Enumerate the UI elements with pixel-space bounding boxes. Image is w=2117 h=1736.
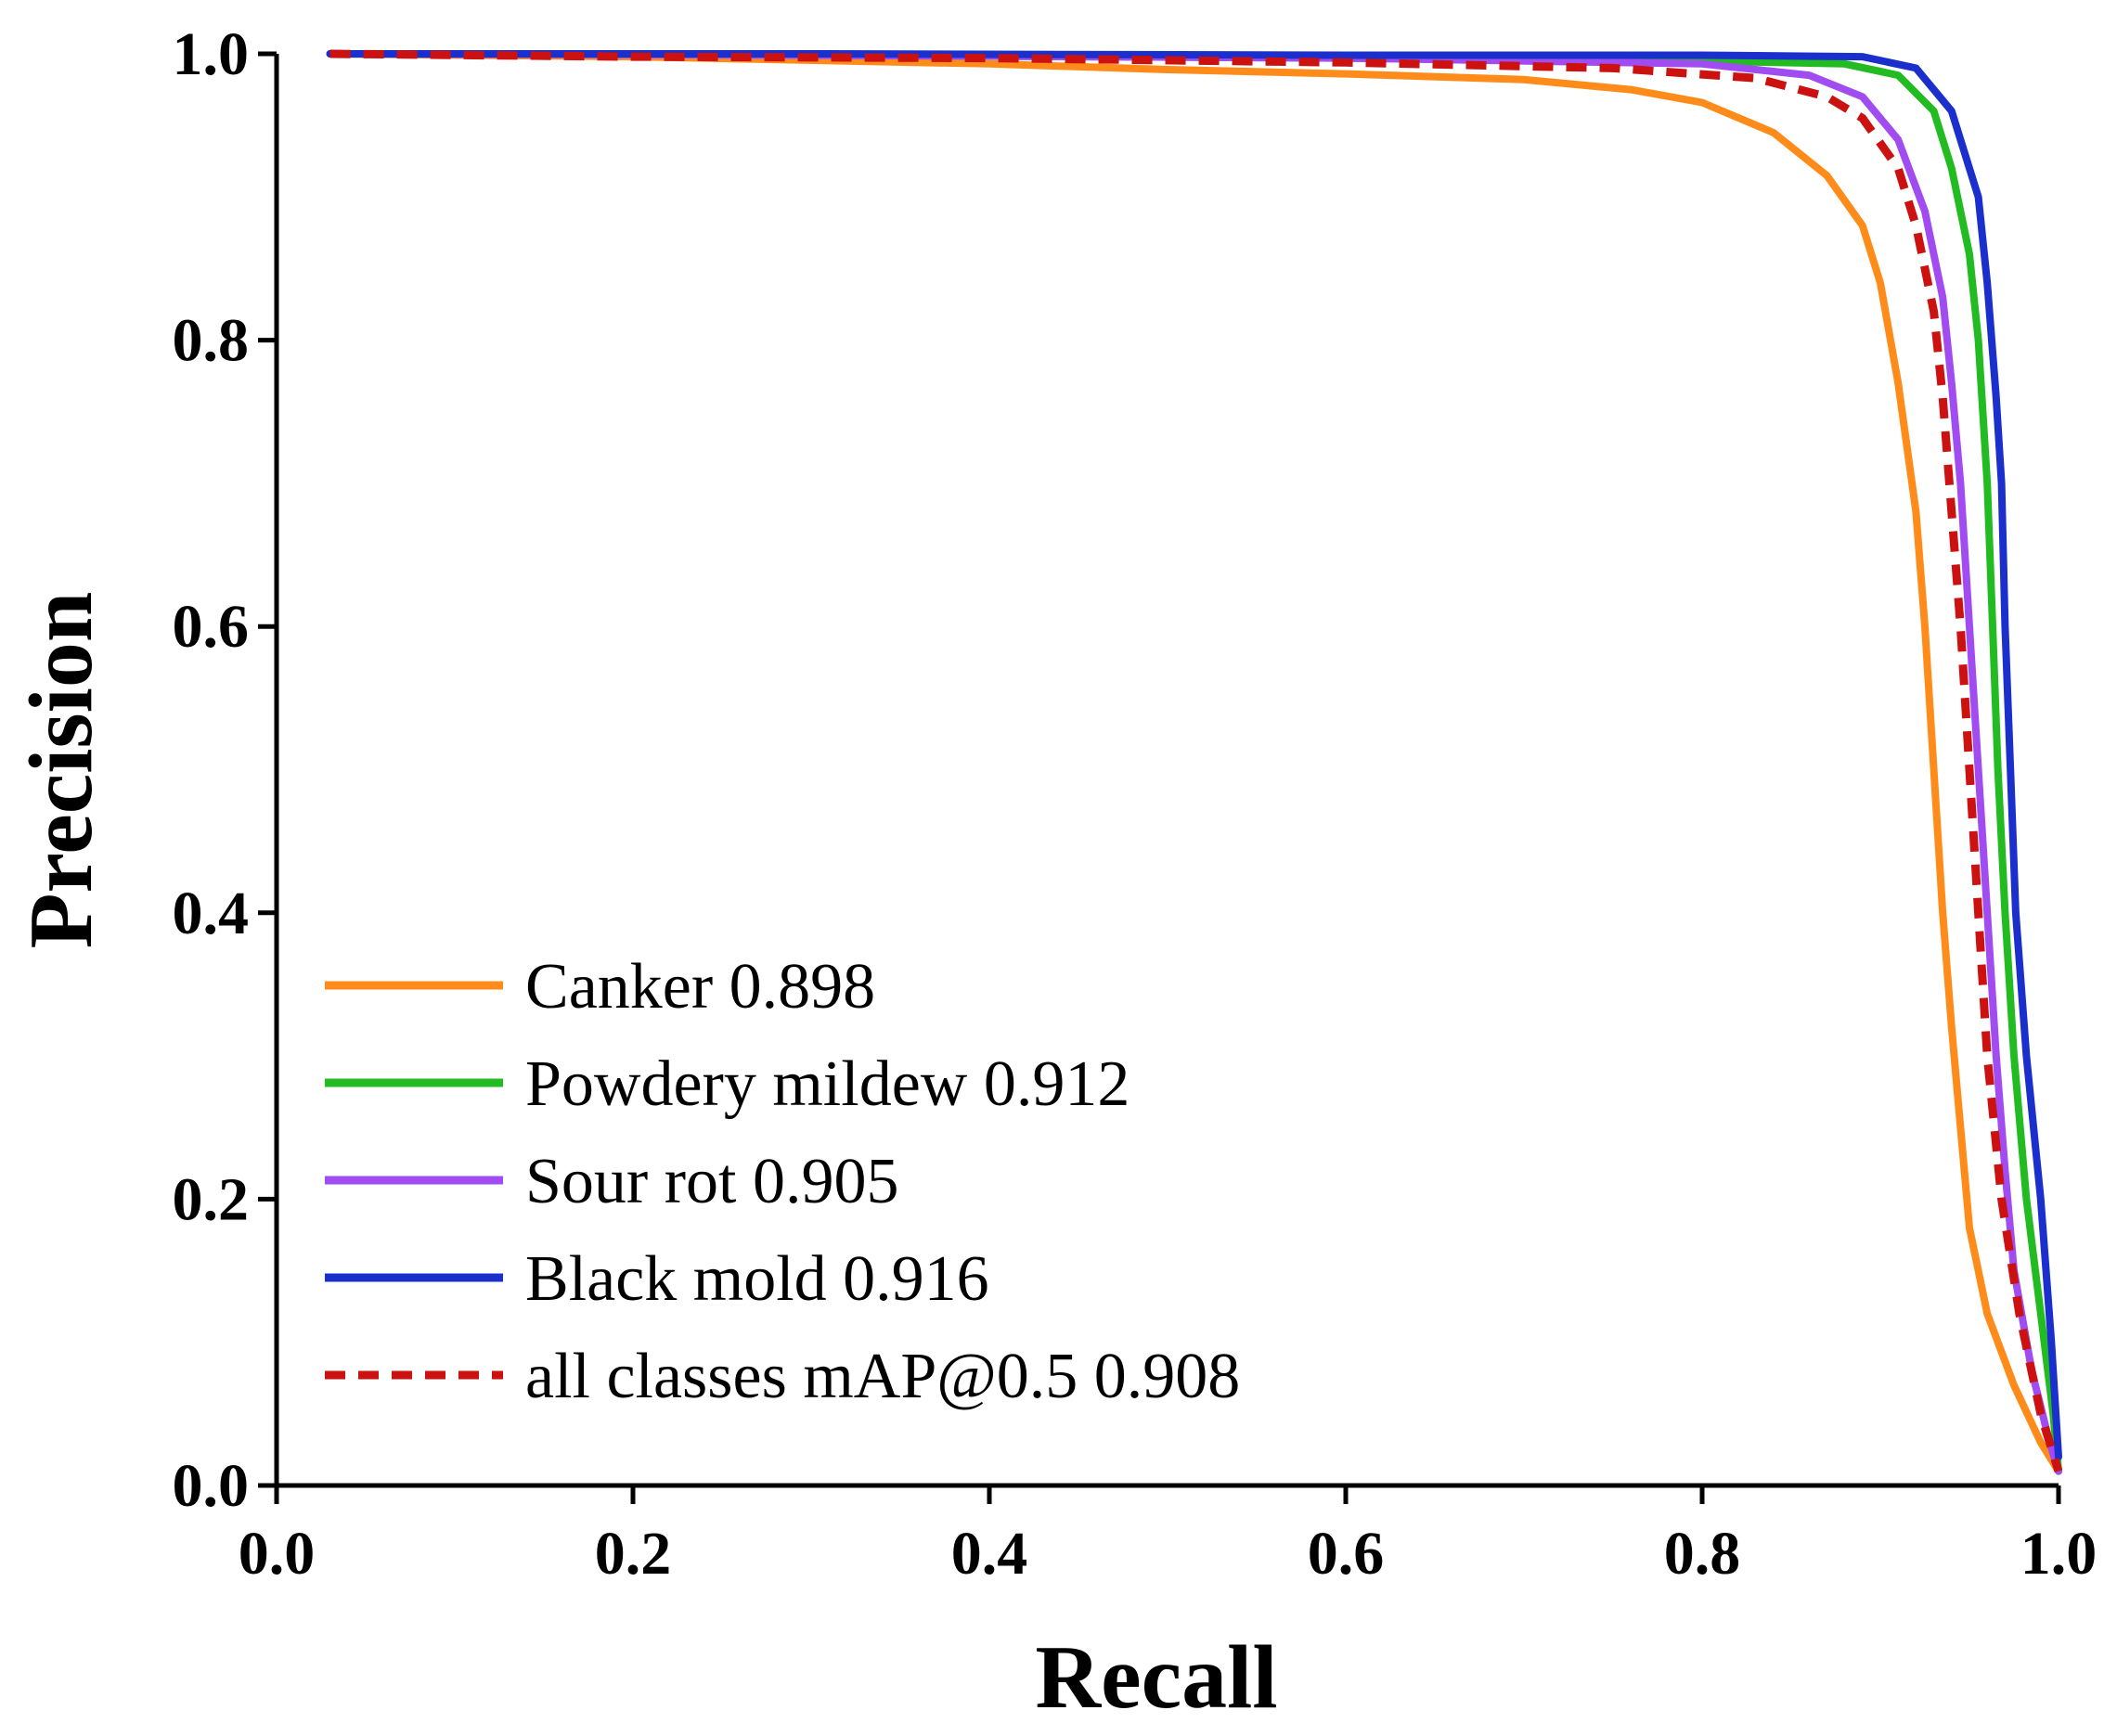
tick-layer: 0.0 0.2 0.4 0.6 0.8 1.0 0.0 0.2 0.4 0.6 0.8 1.0	[173, 20, 2098, 1588]
curve-layer	[326, 49, 2063, 1475]
x-tick-label: 0.4	[951, 1520, 1028, 1588]
x-tick-label: 0.8	[1664, 1520, 1741, 1588]
legend-label: all classes mAP@0.5 0.908	[525, 1341, 1240, 1412]
y-axis-title: Precision	[11, 592, 111, 949]
legend-label: Sour rot 0.905	[525, 1146, 899, 1217]
axes	[274, 54, 2059, 1488]
legend-label: Black mold 0.916	[525, 1243, 989, 1315]
x-axis-title: Recall	[1035, 1627, 1277, 1728]
y-tick-label: 0.2	[173, 1165, 250, 1233]
x-tick-label: 0.6	[1308, 1520, 1385, 1588]
y-tick-label: 1.0	[173, 20, 250, 88]
y-tick-label: 0.8	[173, 307, 250, 375]
y-tick-label: 0.6	[173, 593, 250, 661]
x-tick-label: 0.0	[239, 1520, 316, 1588]
legend-label: Powdery mildew 0.912	[525, 1048, 1129, 1120]
series-line-black-mold	[326, 50, 2062, 1461]
series-line-canker	[326, 50, 2062, 1475]
x-tick-label: 1.0	[2020, 1520, 2098, 1588]
legend-label: Canker 0.898	[525, 951, 875, 1022]
series-line-sour-rot	[326, 50, 2062, 1475]
y-tick-label: 0.4	[173, 880, 250, 947]
y-tick-label: 0.0	[173, 1452, 250, 1520]
series-line-all-classes	[329, 49, 2063, 1472]
x-tick-label: 0.2	[595, 1520, 672, 1588]
legend: Canker 0.898 Powdery mildew 0.912 Sour rot…	[325, 951, 1240, 1412]
